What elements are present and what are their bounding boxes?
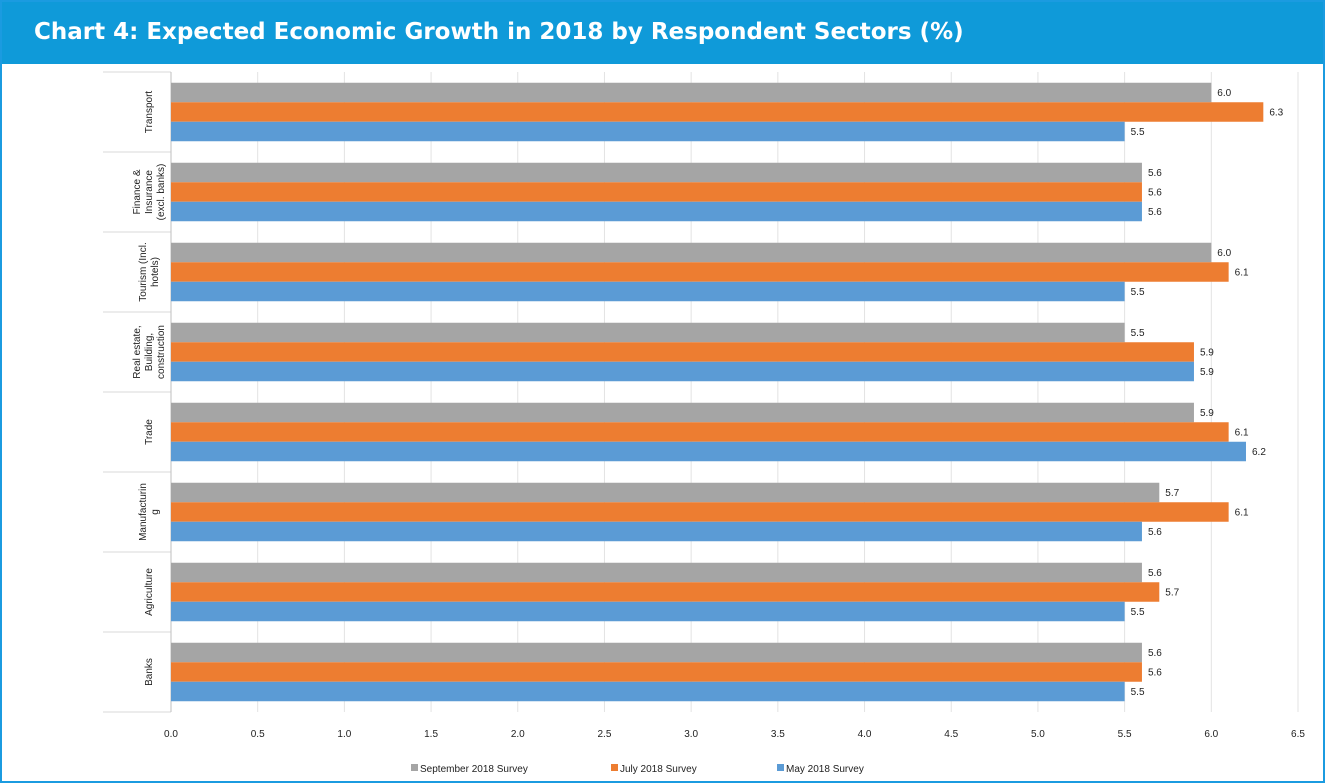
bar bbox=[171, 121, 1125, 142]
bar bbox=[171, 662, 1142, 682]
data-label: 5.7 bbox=[1165, 588, 1179, 599]
x-tick-label: 2.5 bbox=[598, 729, 612, 740]
category-label: construction bbox=[156, 325, 167, 379]
bar bbox=[171, 342, 1194, 362]
x-tick-label: 1.5 bbox=[424, 729, 438, 740]
bar bbox=[171, 242, 1212, 263]
chart-title: Chart 4: Expected Economic Growth in 201… bbox=[34, 19, 964, 45]
data-label: 5.6 bbox=[1148, 568, 1162, 579]
bar bbox=[171, 162, 1142, 183]
data-label: 5.5 bbox=[1131, 127, 1145, 138]
x-tick-label: 0.0 bbox=[164, 729, 178, 740]
x-tick-label: 3.0 bbox=[684, 729, 698, 740]
category-label: (excl. banks) bbox=[156, 164, 167, 221]
bar bbox=[171, 182, 1142, 202]
bar bbox=[171, 102, 1264, 122]
data-label: 5.9 bbox=[1200, 348, 1214, 359]
category-label: Trade bbox=[144, 419, 155, 445]
x-tick-label: 5.5 bbox=[1118, 729, 1132, 740]
bar bbox=[171, 322, 1125, 343]
data-label: 5.5 bbox=[1131, 328, 1145, 339]
data-label: 5.9 bbox=[1200, 408, 1214, 419]
legend-label: July 2018 Survey bbox=[620, 764, 697, 775]
x-tick-label: 0.5 bbox=[251, 729, 265, 740]
title-bar: Chart 4: Expected Economic Growth in 201… bbox=[2, 2, 1323, 64]
data-label: 5.6 bbox=[1148, 188, 1162, 199]
bar bbox=[171, 681, 1125, 702]
x-tick-label: 1.0 bbox=[337, 729, 351, 740]
category-label: Building, bbox=[144, 333, 155, 371]
category-label: Finance & bbox=[132, 169, 143, 214]
category-label: Banks bbox=[144, 658, 155, 686]
data-label: 6.1 bbox=[1235, 508, 1249, 519]
data-label: 5.5 bbox=[1131, 687, 1145, 698]
x-tick-label: 6.5 bbox=[1291, 729, 1305, 740]
data-label: 6.3 bbox=[1269, 108, 1283, 119]
bar bbox=[171, 642, 1142, 663]
legend-label: May 2018 Survey bbox=[786, 764, 864, 775]
data-label: 6.1 bbox=[1235, 428, 1249, 439]
bar bbox=[171, 582, 1160, 602]
data-label: 6.0 bbox=[1217, 88, 1231, 99]
data-label: 5.5 bbox=[1131, 607, 1145, 618]
data-label: 5.7 bbox=[1165, 488, 1179, 499]
bar bbox=[171, 281, 1125, 302]
bar bbox=[171, 502, 1229, 522]
bar bbox=[171, 82, 1212, 103]
category-label: Tourism (Incl. bbox=[138, 242, 149, 301]
bar bbox=[171, 201, 1142, 222]
data-label: 5.6 bbox=[1148, 648, 1162, 659]
x-tick-label: 5.0 bbox=[1031, 729, 1045, 740]
x-tick-label: 4.5 bbox=[944, 729, 958, 740]
data-label: 5.5 bbox=[1131, 287, 1145, 298]
x-tick-label: 4.0 bbox=[858, 729, 872, 740]
category-label: g bbox=[150, 509, 161, 515]
category-label: hotels) bbox=[150, 257, 161, 287]
legend-swatch bbox=[777, 764, 784, 771]
data-label: 5.6 bbox=[1148, 207, 1162, 218]
category-label: Transport bbox=[144, 91, 155, 134]
x-tick-label: 3.5 bbox=[771, 729, 785, 740]
category-label: Insurance bbox=[144, 170, 155, 214]
data-label: 6.2 bbox=[1252, 447, 1266, 458]
bar bbox=[171, 361, 1194, 382]
legend-label: September 2018 Survey bbox=[420, 764, 528, 775]
x-tick-label: 2.0 bbox=[511, 729, 525, 740]
data-label: 6.0 bbox=[1217, 248, 1231, 259]
legend-swatch bbox=[411, 764, 418, 771]
bar bbox=[171, 562, 1142, 583]
category-label: Real estate, bbox=[132, 325, 143, 378]
bar bbox=[171, 521, 1142, 542]
x-tick-label: 6.0 bbox=[1204, 729, 1218, 740]
data-label: 5.6 bbox=[1148, 527, 1162, 538]
bar bbox=[171, 262, 1229, 282]
bar bbox=[171, 422, 1229, 442]
data-label: 6.1 bbox=[1235, 268, 1249, 279]
bar bbox=[171, 601, 1125, 622]
legend-swatch bbox=[611, 764, 618, 771]
data-label: 5.6 bbox=[1148, 668, 1162, 679]
data-label: 5.6 bbox=[1148, 168, 1162, 179]
data-label: 5.9 bbox=[1200, 367, 1214, 378]
category-label: Manufacturin bbox=[138, 483, 149, 541]
bar bbox=[171, 441, 1246, 462]
category-label: Agriculture bbox=[144, 568, 155, 616]
bar bbox=[171, 402, 1194, 423]
bar bbox=[171, 482, 1160, 503]
